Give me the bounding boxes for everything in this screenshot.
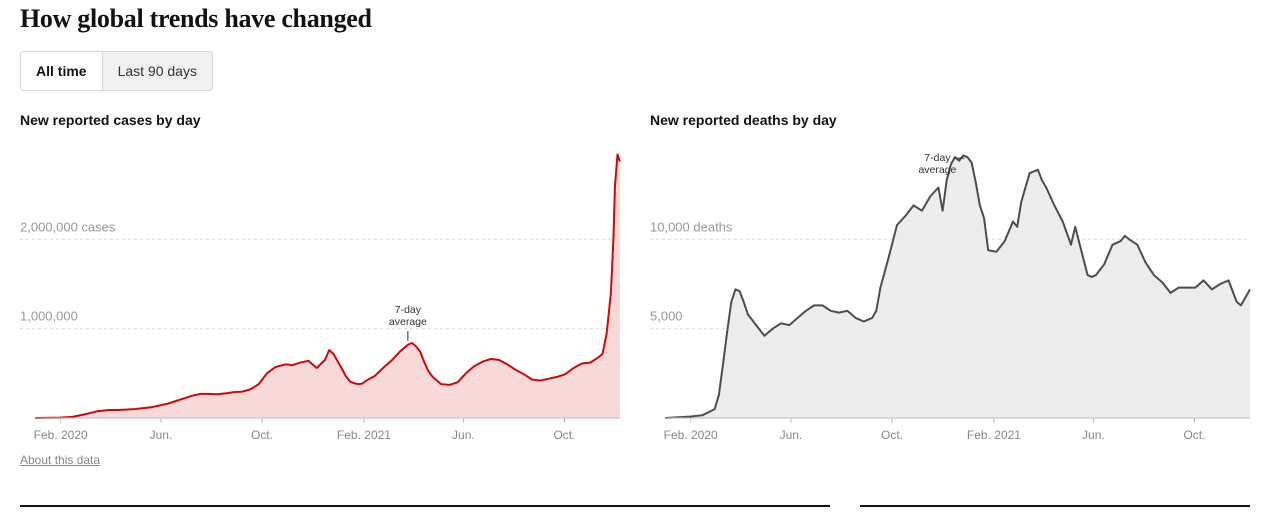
x-tick-label: Oct. bbox=[553, 428, 575, 442]
cases-chart: 1,000,000 2,000,000 cases Feb. 2020 Jun. Oct… bbox=[20, 153, 621, 442]
annotation-label: 7-day bbox=[395, 304, 422, 316]
deaths-area bbox=[665, 155, 1250, 418]
x-tick-label: Feb. 2021 bbox=[337, 428, 391, 442]
section-divider-left bbox=[20, 505, 830, 507]
x-tick-label: Jun. bbox=[780, 428, 803, 442]
section-divider-right bbox=[860, 505, 1250, 507]
deaths-line bbox=[664, 154, 1251, 419]
last-90-days-tab[interactable]: Last 90 days bbox=[101, 52, 212, 90]
deaths-chart-title: New reported deaths by day bbox=[650, 112, 837, 128]
cases-area bbox=[35, 154, 620, 418]
y-tick-label: 5,000 bbox=[650, 309, 683, 324]
x-tick-label: Feb. 2020 bbox=[664, 428, 718, 442]
y-tick-label: 2,000,000 cases bbox=[20, 219, 116, 234]
deaths-chart: 5,000 10,000 deaths Feb. 2020 Jun. Oct. Feb. … bbox=[650, 152, 1251, 442]
all-time-tab[interactable]: All time bbox=[21, 52, 102, 90]
x-tick-label: Jun. bbox=[452, 428, 475, 442]
x-tick-label: Oct. bbox=[1183, 428, 1205, 442]
x-tick-label: Oct. bbox=[881, 428, 903, 442]
x-tick-label: Oct. bbox=[251, 428, 273, 442]
cases-line bbox=[34, 153, 621, 419]
about-this-data-link[interactable]: About this data bbox=[20, 453, 101, 467]
annotation-label: average bbox=[389, 316, 427, 328]
cases-chart-title: New reported cases by day bbox=[20, 112, 201, 128]
annotation-label: average bbox=[918, 164, 956, 176]
x-tick-label: Feb. 2020 bbox=[34, 428, 88, 442]
y-tick-label: 1,000,000 bbox=[20, 309, 78, 324]
y-tick-label: 10,000 deaths bbox=[650, 219, 733, 234]
x-tick-label: Jun. bbox=[1082, 428, 1105, 442]
page-title: How global trends have changed bbox=[20, 4, 372, 33]
x-tick-label: Jun. bbox=[150, 428, 173, 442]
time-range-toggle: All time Last 90 days bbox=[20, 51, 213, 91]
x-tick-label: Feb. 2021 bbox=[967, 428, 1021, 442]
annotation-label: 7-day bbox=[924, 152, 951, 164]
